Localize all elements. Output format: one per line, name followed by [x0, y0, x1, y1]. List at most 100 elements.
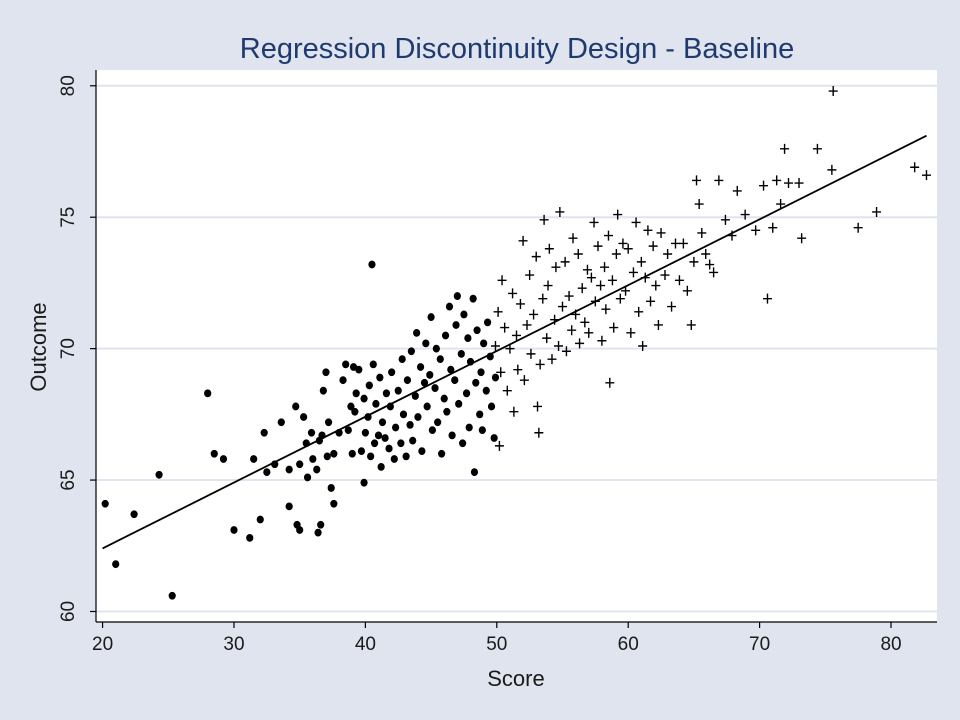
data-point-circle [392, 423, 400, 432]
data-point-plus [705, 259, 715, 270]
data-point-plus [531, 251, 541, 262]
data-point-plus [554, 341, 564, 351]
data-point-plus [663, 249, 673, 259]
data-point-circle [292, 402, 300, 411]
data-point-circle [423, 402, 431, 411]
data-point-circle [230, 526, 238, 534]
data-point-circle [397, 439, 405, 448]
data-point-circle [330, 499, 338, 508]
data-point-plus [597, 335, 607, 346]
data-point-plus [494, 440, 504, 451]
data-point-plus [534, 427, 544, 438]
data-point-circle [403, 376, 412, 385]
data-point-plus [618, 238, 628, 249]
data-point-circle [426, 371, 434, 379]
data-point-plus [692, 175, 702, 186]
data-point-circle [168, 591, 176, 600]
data-point-circle [355, 365, 363, 374]
data-point-circle [409, 436, 417, 445]
data-point-plus [513, 364, 523, 375]
data-point-plus [538, 293, 548, 304]
data-point-plus [638, 341, 648, 351]
data-point-circle [101, 499, 109, 508]
data-point-circle [441, 331, 450, 340]
data-point-plus [500, 322, 510, 333]
data-point-circle [472, 378, 480, 387]
data-point-plus [596, 280, 606, 291]
data-point-plus [615, 293, 625, 304]
data-point-plus [613, 209, 623, 220]
data-point-plus [828, 86, 838, 97]
data-point-circle [416, 363, 425, 371]
gridlines [96, 84, 937, 613]
data-point-circle [204, 389, 212, 398]
axes: 60 65 70 75 80 20 30 40 50 60 70 80 [58, 70, 937, 655]
data-point-circle [250, 455, 258, 463]
x-tick-label-40: 40 [355, 634, 376, 655]
data-point-plus [526, 348, 536, 359]
fit-line [102, 134, 927, 550]
x-tick-label-20: 20 [92, 634, 113, 655]
data-point-plus [697, 227, 707, 238]
data-point-circle [385, 444, 393, 453]
data-point-circle [432, 344, 440, 353]
data-point-plus [628, 267, 638, 278]
data-point-plus [577, 283, 587, 294]
data-point-circle [455, 399, 463, 408]
data-point-circle [285, 465, 293, 474]
x-tick-label-70: 70 [749, 634, 770, 655]
y-tick-label-70: 70 [58, 338, 79, 359]
data-point-circle [398, 355, 406, 364]
data-point-circle [155, 470, 163, 479]
data-point-circle [300, 413, 308, 421]
data-point-plus [496, 367, 506, 378]
data-point-plus [674, 275, 684, 286]
data-point-circle [464, 334, 472, 343]
data-point-circle [490, 434, 498, 442]
data-point-circle [322, 368, 330, 377]
data-point-circle [422, 339, 430, 348]
data-point-circle [313, 465, 321, 474]
data-point-circle [296, 526, 304, 534]
data-point-plus [626, 327, 636, 338]
data-point-circle [372, 399, 380, 408]
data-point-circle [303, 473, 312, 482]
data-point-plus [872, 206, 882, 217]
data-point-circle [399, 410, 408, 419]
data-point-circle [440, 394, 448, 403]
data-point-plus [623, 243, 633, 254]
data-point-plus [497, 275, 507, 286]
data-point-circle [402, 452, 410, 461]
data-point-plus [490, 341, 500, 351]
data-point-circle [319, 386, 327, 395]
data-point-plus [508, 288, 518, 299]
data-point-circle [483, 318, 492, 327]
data-point-plus [502, 385, 512, 396]
data-point-circle [411, 392, 419, 400]
data-point-plus [667, 301, 677, 312]
data-point-circle [263, 468, 271, 477]
data-point-circle [314, 528, 322, 537]
data-point-plus [780, 143, 790, 154]
data-point-plus [567, 325, 577, 336]
data-point-plus [573, 249, 583, 259]
data-point-circle [277, 418, 285, 427]
data-point-plus [682, 285, 692, 296]
data-point-circle [388, 368, 396, 377]
data-point-plus [512, 330, 521, 341]
data-point-circle [451, 376, 459, 385]
data-point-plus [509, 406, 519, 417]
data-point-plus [555, 206, 565, 217]
data-point-circle [246, 533, 254, 542]
data-point-circle [457, 349, 465, 358]
x-axis-label: Score [487, 666, 544, 691]
data-point-circle [480, 339, 488, 348]
data-point-plus [686, 319, 696, 330]
data-point-plus [653, 319, 663, 330]
data-point-plus [544, 243, 554, 254]
data-point-plus [586, 272, 596, 283]
data-point-plus [493, 306, 503, 317]
data-point-circle [360, 478, 368, 487]
data-point-plus [529, 309, 539, 320]
data-point-plus [709, 267, 719, 278]
